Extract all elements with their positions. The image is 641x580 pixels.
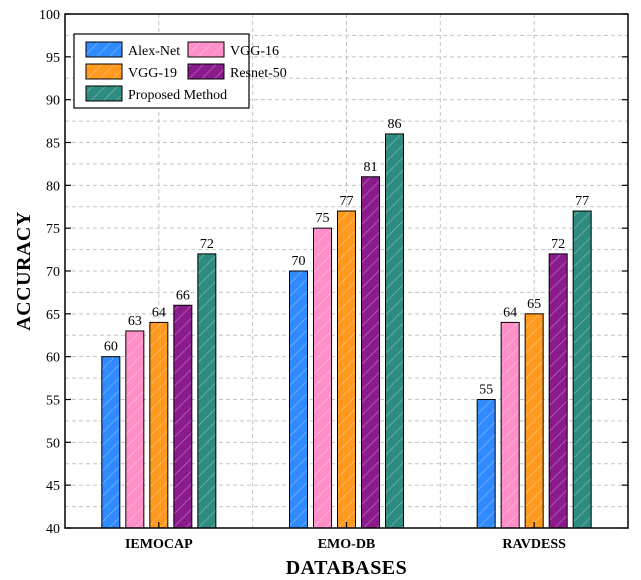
bar-value-label: 86: [388, 117, 402, 132]
y-tick-label: 65: [46, 308, 60, 323]
bar-vgg-19-iemocap: [149, 321, 169, 529]
legend-swatch: [85, 41, 123, 58]
bar-resnet-50-ravdess: [548, 253, 568, 529]
legend-swatch: [187, 41, 225, 58]
bar-vgg-16-ravdess: [500, 321, 520, 529]
bar-resnet-50-emo-db: [361, 176, 380, 529]
bar-value-label: 77: [575, 194, 589, 209]
bar-value-label: 60: [104, 340, 118, 355]
bar-value-label: 55: [479, 383, 493, 398]
y-tick-label: 100: [39, 8, 60, 23]
legend-swatch: [187, 63, 225, 80]
bar-alex-net-emo-db: [289, 270, 308, 529]
x-tick-label: EMO-DB: [318, 537, 376, 552]
bar-value-label: 81: [364, 160, 378, 175]
legend-swatch: [85, 63, 123, 80]
y-axis-ticks: 40 45 50 55 60 65 70 75 80 85 90 95 100: [39, 8, 628, 537]
bar-proposed-method-iemocap: [197, 253, 217, 529]
bar-value-label: 72: [551, 237, 565, 252]
bars: [101, 133, 592, 529]
y-tick-label: 95: [46, 51, 60, 66]
bar-value-label: 65: [527, 297, 541, 312]
legend-swatch: [85, 85, 123, 102]
bar-value-label: 66: [176, 288, 190, 303]
y-tick-label: 90: [46, 94, 60, 109]
bar-vgg-19-ravdess: [524, 313, 544, 529]
value-labels: 60 63 64 66 72 70 75 77 81 86 55 64 65 72 77: [104, 117, 589, 398]
bar-proposed-method-ravdess: [572, 210, 592, 529]
bar-resnet-50-iemocap: [173, 304, 193, 529]
y-tick-label: 85: [46, 137, 60, 152]
x-tick-label: IEMOCAP: [125, 537, 193, 552]
y-tick-label: 45: [46, 479, 60, 494]
bar-vgg-19-emo-db: [337, 210, 356, 529]
y-tick-label: 50: [46, 436, 60, 451]
bar-value-label: 72: [200, 237, 214, 252]
x-tick-label: RAVDESS: [502, 537, 566, 552]
x-axis-title: DATABASES: [286, 557, 408, 579]
bar-value-label: 64: [503, 305, 517, 320]
y-tick-label: 75: [46, 222, 60, 237]
legend-label: Resnet-50: [230, 66, 287, 81]
bar-alex-net-ravdess: [476, 399, 496, 529]
bar-vgg-16-iemocap: [125, 330, 145, 529]
legend-label: VGG-16: [230, 44, 279, 59]
bar-value-label: 64: [152, 305, 166, 320]
legend-label: Proposed Method: [128, 88, 227, 103]
y-tick-label: 60: [46, 351, 60, 366]
bar-proposed-method-emo-db: [385, 133, 404, 529]
legend-label: Alex-Net: [128, 44, 180, 59]
y-tick-label: 40: [46, 522, 60, 537]
y-tick-label: 55: [46, 394, 60, 409]
y-axis-title: ACCURACY: [13, 211, 35, 331]
x-axis-ticks: IEMOCAP EMO-DB RAVDESS: [125, 522, 566, 552]
bar-value-label: 70: [292, 254, 306, 269]
bar-value-label: 77: [340, 194, 354, 209]
bar-alex-net-iemocap: [101, 356, 121, 529]
y-tick-label: 70: [46, 265, 60, 280]
bar-vgg-16-emo-db: [313, 227, 332, 529]
y-tick-label: 80: [46, 179, 60, 194]
bar-value-label: 75: [316, 211, 330, 226]
bar-value-label: 63: [128, 314, 142, 329]
legend-label: VGG-19: [128, 66, 177, 81]
